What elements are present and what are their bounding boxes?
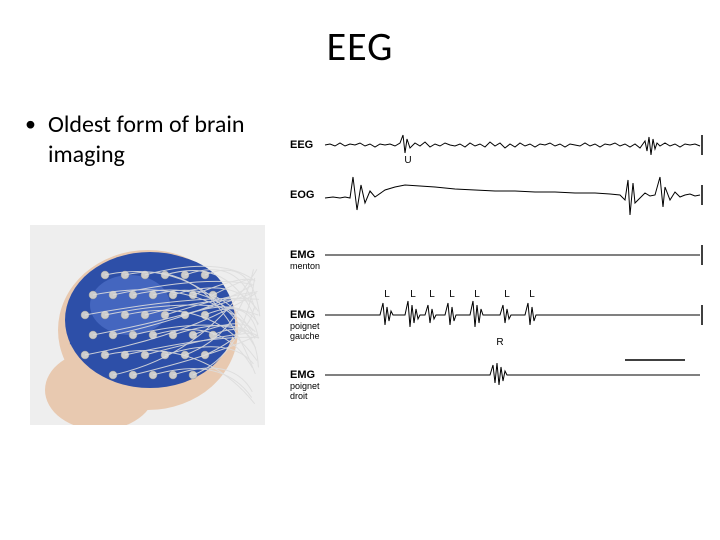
bullet-marker: • [25,110,36,139]
bullet-list: • Oldest form of brain imaging [25,110,275,170]
bullet-item: • Oldest form of brain imaging [25,110,275,170]
svg-text:EMG: EMG [290,369,315,381]
slide-title: EEG [0,22,720,71]
svg-text:droit: droit [290,391,308,401]
svg-text:poignet: poignet [290,321,320,331]
svg-text:L: L [429,289,435,300]
eeg-photo [30,225,265,425]
svg-text:EMG: EMG [290,309,315,321]
bullet-text: Oldest form of brain imaging [48,110,275,170]
eeg-traces-figure: EEGUEOGEMGmentonEMGpoignetgaucheLLLLLLLE… [285,115,705,440]
svg-text:R: R [496,337,503,348]
svg-text:EMG: EMG [290,249,315,261]
svg-text:L: L [474,289,480,300]
svg-text:L: L [449,289,455,300]
svg-text:L: L [410,289,416,300]
svg-text:gauche: gauche [290,331,320,341]
svg-text:L: L [384,289,390,300]
svg-text:menton: menton [290,261,320,271]
svg-text:L: L [504,289,510,300]
svg-text:L: L [529,289,535,300]
svg-text:poignet: poignet [290,381,320,391]
svg-text:EOG: EOG [290,189,314,201]
svg-text:EEG: EEG [290,139,313,151]
svg-text:U: U [404,155,411,166]
